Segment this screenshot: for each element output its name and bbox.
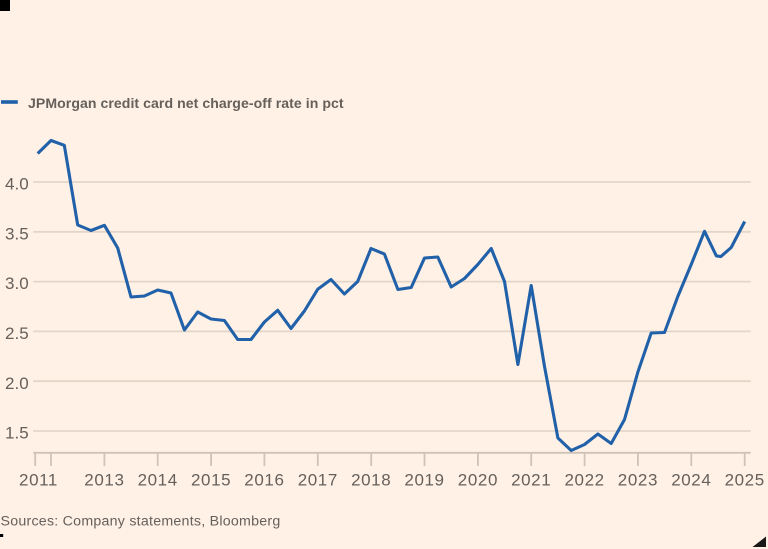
svg-text:2.0: 2.0 — [5, 374, 29, 393]
svg-text:2011: 2011 — [19, 471, 58, 490]
svg-text:2.5: 2.5 — [5, 324, 29, 343]
svg-text:2013: 2013 — [84, 471, 124, 490]
svg-text:2022: 2022 — [564, 471, 604, 490]
svg-text:3.0: 3.0 — [5, 274, 29, 293]
svg-text:2016: 2016 — [244, 471, 284, 490]
svg-text:2019: 2019 — [404, 471, 444, 490]
svg-text:3.5: 3.5 — [5, 224, 29, 243]
svg-text:Sources: Company statements, B: Sources: Company statements, Bloomberg — [1, 514, 281, 530]
svg-text:2024: 2024 — [671, 471, 711, 490]
svg-text:1.5: 1.5 — [5, 424, 29, 443]
svg-text:2017: 2017 — [298, 471, 338, 490]
svg-text:2021: 2021 — [511, 471, 551, 490]
svg-text:2023: 2023 — [618, 471, 658, 490]
svg-text:JPMorgan credit card net charg: JPMorgan credit card net charge-off rate… — [28, 95, 344, 111]
svg-text:2020: 2020 — [458, 471, 498, 490]
svg-text:2014: 2014 — [138, 471, 178, 490]
svg-text:4.0: 4.0 — [5, 175, 29, 194]
svg-text:2025: 2025 — [725, 471, 765, 490]
svg-text:2015: 2015 — [191, 471, 231, 490]
svg-text:2018: 2018 — [351, 471, 391, 490]
